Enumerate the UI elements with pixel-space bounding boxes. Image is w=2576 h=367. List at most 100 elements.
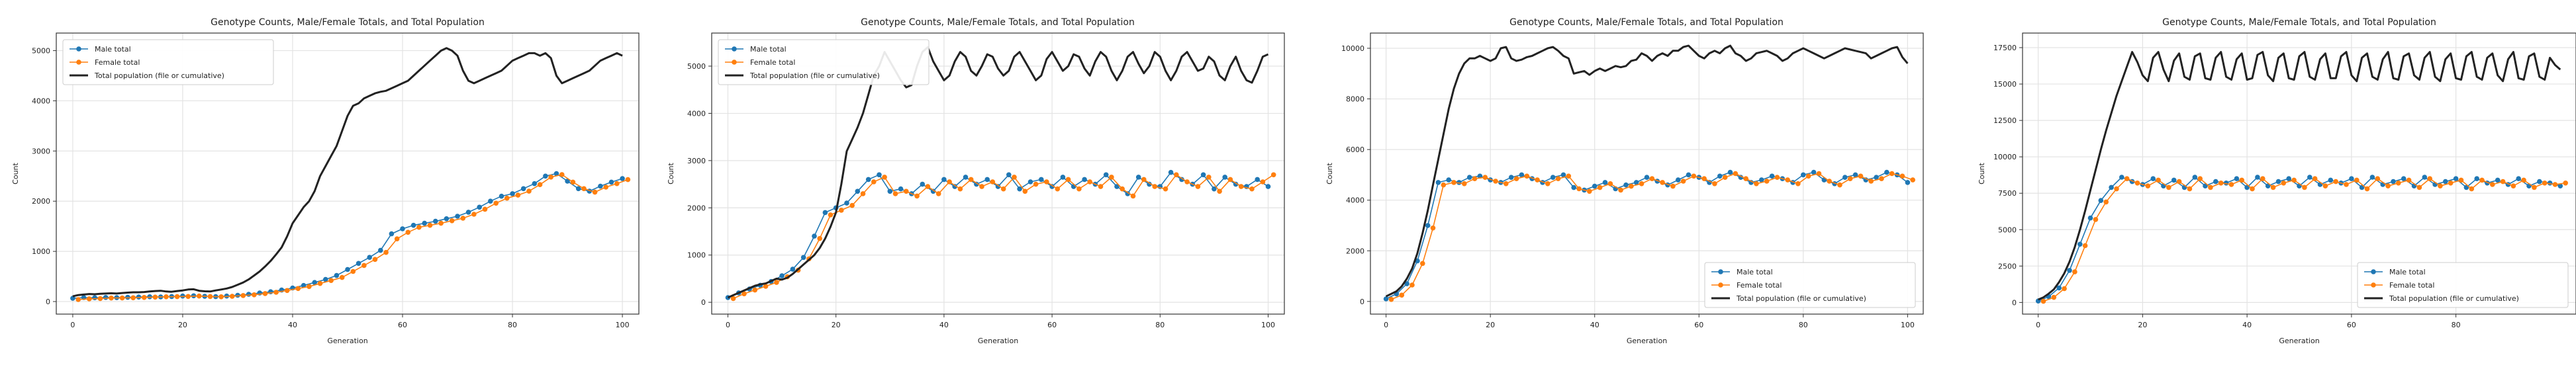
data-point: [185, 294, 191, 300]
data-point: [1114, 184, 1120, 189]
data-point: [307, 284, 312, 290]
data-point: [2098, 198, 2104, 204]
data-point: [433, 218, 438, 224]
data-point: [849, 202, 855, 208]
data-point: [1576, 186, 1582, 192]
data-point: [2328, 177, 2334, 183]
data-point: [2542, 181, 2548, 186]
data-point: [2500, 179, 2506, 184]
data-point: [295, 286, 301, 292]
y-tick-label: 2500: [1998, 262, 2017, 270]
data-point: [1827, 179, 1832, 184]
legend-label: Total population (file or cumulative): [94, 71, 224, 80]
legend-box: [62, 39, 274, 85]
y-tick-label: 3000: [32, 147, 50, 155]
data-point: [1592, 183, 1598, 189]
data-point: [1383, 296, 1389, 302]
data-point: [405, 229, 411, 235]
data-point: [2082, 243, 2088, 249]
data-point: [598, 183, 603, 189]
data-point: [1899, 173, 1905, 179]
data-point: [1163, 186, 1169, 192]
y-tick-label: 2000: [687, 204, 706, 212]
y-axis-label: Count: [1978, 162, 1986, 184]
data-point: [1858, 173, 1864, 179]
data-point: [1759, 177, 1764, 183]
data-point: [1430, 225, 1436, 231]
data-point: [2563, 181, 2568, 186]
data-point: [1420, 261, 1425, 266]
data-point: [416, 224, 422, 230]
data-point: [394, 236, 400, 242]
x-tick-label: 60: [398, 321, 407, 329]
data-point: [2093, 217, 2099, 222]
data-point: [1174, 172, 1179, 178]
data-point: [2213, 179, 2218, 184]
data-point: [2369, 175, 2375, 180]
data-point: [125, 294, 130, 300]
data-point: [1811, 169, 1817, 175]
data-point: [1103, 172, 1109, 178]
y-tick-label: 0: [2012, 298, 2017, 307]
data-point: [1493, 179, 1498, 184]
y-tick-label: 2000: [1346, 247, 1364, 255]
x-tick-label: 0: [1384, 321, 1388, 329]
data-point: [2474, 176, 2479, 182]
data-point: [455, 214, 460, 219]
data-point: [2391, 179, 2396, 184]
data-point: [2448, 181, 2454, 186]
data-point: [1249, 186, 1255, 192]
x-tick-label: 20: [2138, 321, 2147, 329]
data-point: [1217, 188, 1222, 194]
data-point: [1691, 173, 1697, 179]
data-point: [2239, 177, 2244, 183]
legend-item: Male total: [2364, 268, 2426, 276]
data-point: [1503, 181, 1509, 186]
data-point: [1184, 179, 1190, 184]
data-point: [235, 292, 240, 298]
data-point: [262, 291, 268, 296]
data-point: [968, 177, 974, 183]
x-tick-label: 20: [178, 321, 187, 329]
data-point: [2469, 186, 2475, 192]
data-point: [592, 189, 598, 195]
data-point: [2401, 176, 2407, 182]
data-point: [87, 296, 92, 302]
data-point: [284, 288, 290, 294]
data-point: [995, 184, 1001, 189]
data-point: [1566, 173, 1572, 179]
data-point: [570, 179, 576, 185]
chart-title: Genotype Counts, Male/Female Totals, and…: [861, 17, 1135, 28]
data-point: [1425, 223, 1431, 228]
subplot-1: 0 20 40 60 80 100010002000300040005000Genotyp…: [11, 17, 640, 345]
data-point: [1649, 176, 1655, 182]
data-point: [438, 220, 444, 226]
data-point: [575, 186, 581, 192]
data-point: [608, 179, 614, 185]
data-point: [1451, 180, 1456, 185]
data-point: [1524, 173, 1530, 179]
y-tick-label: 0: [1360, 298, 1364, 306]
data-point: [947, 179, 952, 184]
data-point: [1550, 175, 1556, 181]
series-2: [730, 172, 1276, 302]
data-point: [2349, 176, 2354, 182]
data-point: [1022, 188, 1028, 194]
data-point: [1795, 181, 1801, 186]
data-point: [1774, 175, 1780, 181]
legend-label: Male total: [2389, 268, 2426, 276]
data-point: [2516, 176, 2521, 182]
data-point: [990, 179, 996, 184]
data-point: [1065, 177, 1071, 183]
y-tick-label: 10000: [1993, 153, 2017, 161]
legend-marker: [732, 60, 737, 65]
data-point: [1743, 176, 1748, 182]
data-point: [1660, 180, 1665, 185]
x-tick-label: 20: [1486, 321, 1495, 329]
y-tick-label: 15000: [1993, 80, 2017, 89]
y-axis-label: Count: [1325, 162, 1334, 184]
legend-item: Female total: [1711, 281, 1782, 290]
data-point: [1535, 177, 1540, 183]
x-tick-label: 80: [2452, 321, 2461, 329]
data-point: [935, 191, 941, 196]
